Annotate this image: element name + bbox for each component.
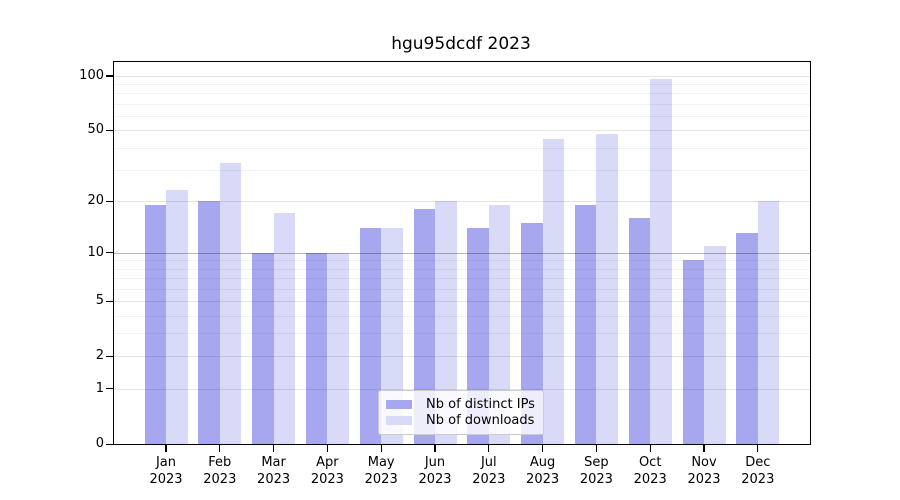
x-tick-label-aug: Aug 2023 [526, 455, 560, 487]
y-tick-label-2: 2 [95, 348, 104, 364]
y-tick [106, 443, 114, 445]
x-tick-label-feb: Feb 2023 [203, 455, 237, 487]
bar-mar-downloads [273, 213, 296, 444]
x-tick [380, 444, 382, 452]
bar-nov-distinct-ips [682, 260, 704, 444]
y-tick-label-5: 5 [95, 293, 104, 308]
gridline [114, 170, 810, 171]
y-tick-label-1: 1 [95, 380, 104, 396]
y-tick [106, 252, 114, 254]
bar-sep-downloads [596, 133, 618, 444]
gridline [114, 103, 810, 105]
gridline [114, 268, 810, 270]
x-tick [757, 444, 759, 452]
x-tick [219, 444, 221, 452]
x-tick [434, 444, 436, 452]
y-tick [106, 388, 114, 390]
x-tick [488, 444, 490, 452]
x-tick-label-may: May 2023 [364, 455, 398, 487]
gridline [114, 301, 810, 302]
y-tick [106, 75, 114, 77]
x-tick-label-jul: Jul 2023 [472, 455, 506, 487]
bar-may-distinct-ips [359, 227, 382, 444]
gridline [114, 130, 810, 132]
gridline [114, 75, 810, 77]
gridline [114, 288, 810, 290]
y-tick-label-50: 50 [87, 122, 104, 138]
gridline [114, 147, 810, 149]
x-tick-label-oct: Oct 2023 [633, 455, 667, 487]
x-tick [326, 444, 329, 452]
bar-jul-distinct-ips [467, 227, 489, 444]
x-tick-label-nov: Nov 2023 [687, 455, 721, 487]
y-tick-label-10: 10 [87, 244, 104, 260]
y-tick-label-100: 100 [79, 67, 104, 83]
y-tick-label-0: 0 [95, 436, 104, 451]
gridline [114, 388, 810, 390]
gridline [114, 93, 810, 95]
bar-apr-downloads [327, 252, 349, 444]
y-tick [106, 200, 114, 202]
bar-jun-downloads [435, 201, 457, 444]
y-tick [106, 300, 114, 302]
legend-swatch-distinct-ips [386, 400, 412, 409]
bar-jan-distinct-ips [144, 205, 166, 444]
x-tick [649, 444, 651, 452]
legend-entry-downloads: Nb of downloads [386, 413, 543, 428]
bar-jun-distinct-ips [413, 209, 435, 444]
bar-sep-distinct-ips [574, 205, 597, 444]
bar-aug-distinct-ips [521, 222, 543, 444]
bar-oct-distinct-ips [628, 217, 651, 444]
y-tick [106, 129, 114, 132]
bar-may-downloads [381, 227, 403, 444]
legend-entry-distinct-ips: Nb of distinct IPs [386, 397, 543, 412]
gridline [114, 333, 810, 335]
bar-jan-downloads [166, 190, 188, 444]
x-tick-label-mar: Mar 2023 [257, 455, 291, 487]
gridline [114, 260, 810, 262]
bar-feb-distinct-ips [198, 201, 220, 444]
gridline [114, 252, 810, 254]
bar-apr-distinct-ips [305, 252, 328, 444]
x-tick [542, 444, 544, 452]
x-tick-label-apr: Apr 2023 [310, 455, 344, 487]
bar-jul-downloads [488, 205, 511, 444]
gridline [114, 278, 810, 280]
x-tick-label-sep: Sep 2023 [579, 455, 613, 487]
chart-title: hgu95dcdf 2023 [391, 34, 531, 54]
legend-label-downloads: Nb of downloads [426, 413, 535, 428]
legend-swatch-downloads [386, 416, 412, 425]
bar-aug-downloads [542, 138, 565, 444]
x-tick-label-jun: Jun 2023 [418, 455, 452, 487]
y-tick-label-20: 20 [87, 193, 104, 209]
bar-dec-distinct-ips [736, 233, 758, 444]
bar-oct-downloads [650, 79, 672, 444]
gridline [114, 116, 810, 117]
legend-label-distinct-ips: Nb of distinct IPs [426, 397, 535, 412]
x-tick-label-jan: Jan 2023 [149, 455, 183, 487]
x-tick [273, 444, 275, 452]
legend: Nb of distinct IPs Nb of downloads [378, 390, 544, 435]
gridline [114, 356, 810, 358]
bar-feb-downloads [219, 162, 242, 444]
gridline [114, 84, 810, 86]
bar-dec-downloads [757, 201, 780, 444]
gridline [114, 201, 810, 203]
x-tick [595, 444, 598, 452]
y-tick [106, 355, 114, 358]
bar-nov-downloads [704, 245, 726, 444]
x-tick-label-dec: Dec 2023 [741, 455, 775, 487]
gridline [114, 315, 810, 317]
plot-area: 0 1 2 5 10 20 50 100 Jan 2023 Feb 2023 Mar 2023 Apr 202… [79, 61, 811, 487]
bar-mar-distinct-ips [252, 252, 274, 444]
x-tick [703, 444, 705, 452]
x-tick [165, 444, 167, 452]
